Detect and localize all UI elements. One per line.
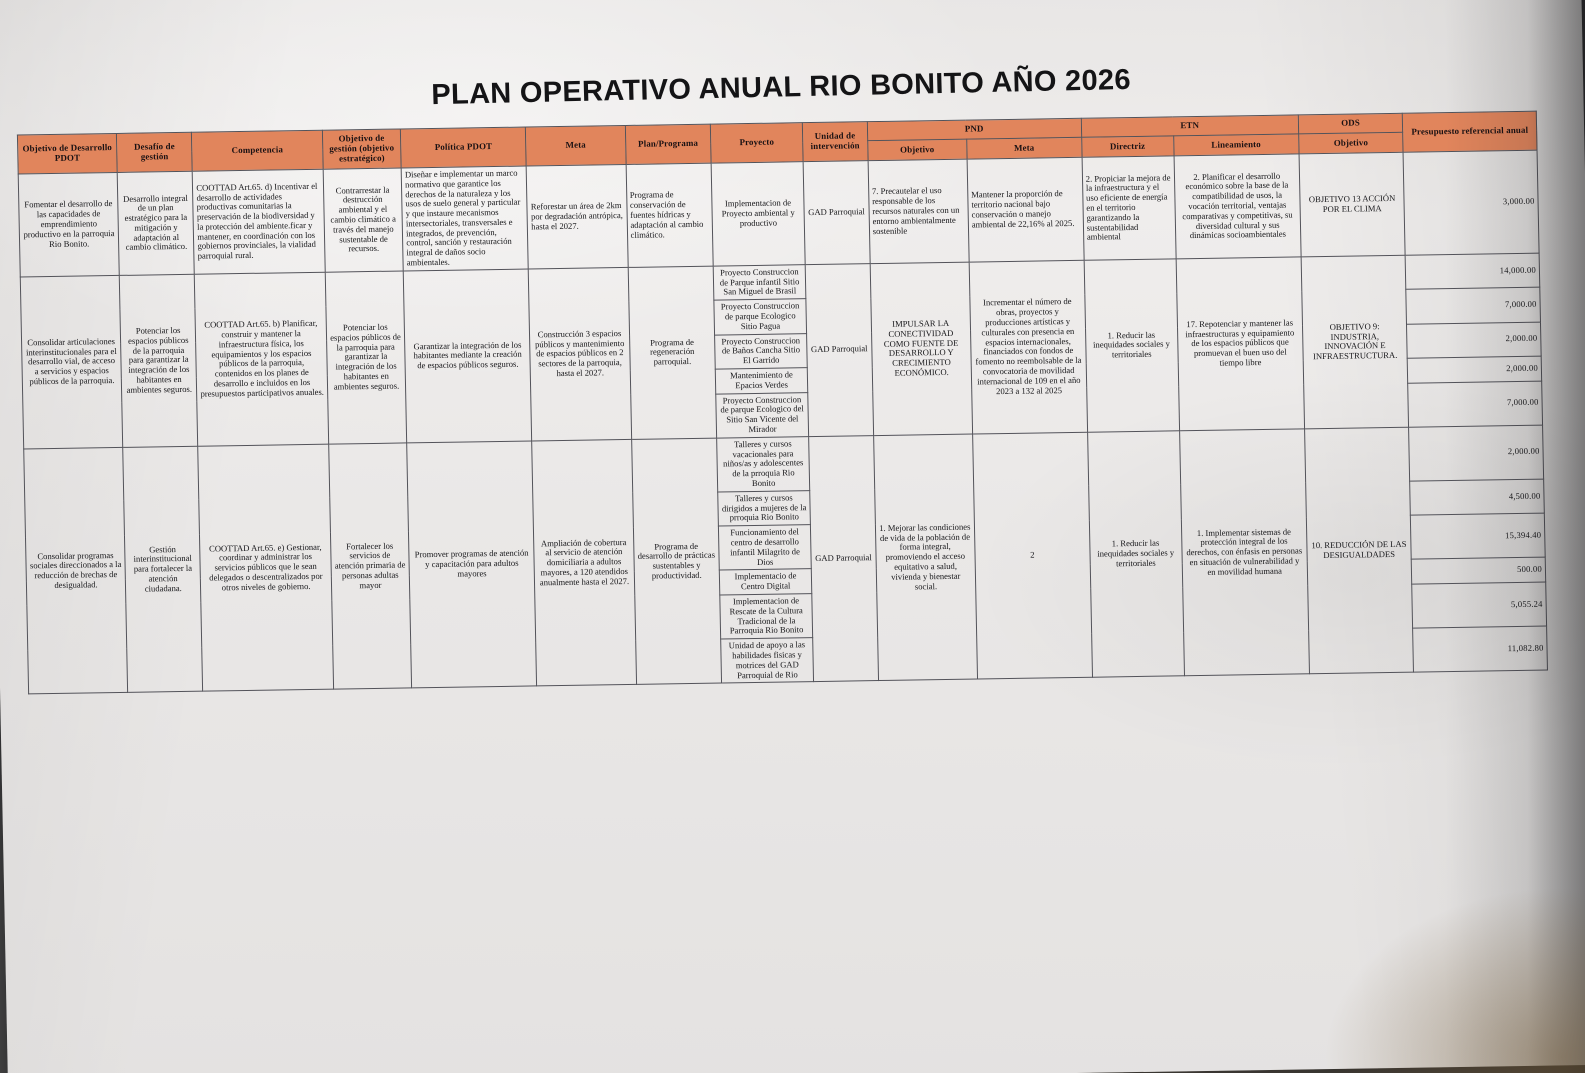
col-objetivo-gestion: Objetivo de gestión (objetivo estratégic…: [322, 129, 402, 170]
cell-meta: Ampliación de cobertura al servicio de a…: [532, 439, 637, 687]
cell-presupuesto: 3,000.00: [1403, 150, 1540, 256]
cell-proyecto: Implementacion de Proyecto ambiental y p…: [711, 161, 806, 266]
col-plan-programa: Plan/Programa: [624, 124, 712, 165]
cell-presupuesto: 2,000.00: [1408, 424, 1544, 482]
cell-presupuesto: 500.00: [1411, 557, 1546, 585]
cell-proyecto: Funcionamiento del centro de desarrollo …: [718, 524, 812, 571]
cell-objetivo-gestion: Contrarrestar la destrucción ambiental y…: [322, 167, 404, 273]
cell-plan-programa: Programa de conservación de fuentes hídr…: [625, 163, 714, 268]
cell-pnd-objetivo: 1. Mejorar las condiciones de vida de la…: [873, 433, 978, 681]
cell-politica-pdot: Garantizar la integración de los habitan…: [403, 268, 533, 443]
cell-desafio-gestion: Gestión interinstitucional para fortalec…: [122, 446, 203, 693]
cell-proyecto: Implementacion de Rescate de la Cultura …: [719, 593, 813, 640]
cell-pnd-meta: 2: [972, 432, 1093, 680]
cell-objetivo-desarrollo-pdot: Consolidar articulaciones interinstituci…: [20, 275, 123, 449]
cell-politica-pdot: Promover programas de atención y capacit…: [406, 440, 537, 689]
cell-etn-lineamiento: 2. Planificar el desarrollo económico so…: [1173, 153, 1301, 259]
cell-presupuesto: 7,000.00: [1406, 287, 1541, 324]
cell-unidad-intervencion: GAD Parroquial: [808, 435, 879, 682]
cell-etn-directriz: 2. Propiciar la mejora de la infraestruc…: [1081, 155, 1176, 261]
cell-etn-lineamiento: 1. Implementar sistemas de protección in…: [1179, 428, 1310, 677]
cell-etn-directriz: 1. Reducir las inequidades sociales y te…: [1087, 430, 1185, 678]
col-objetivo-desarrollo-pdot: Objetivo de Desarrollo PDOT: [17, 133, 118, 174]
cell-proyecto: Talleres y cursos dirigidos a mujeres de…: [717, 490, 811, 527]
cell-meta: Construcción 3 espacios públicos y mante…: [528, 267, 632, 441]
cell-ods-objetivo: 10. REDUCCIÓN DE LAS DESIGUALDADES: [1304, 427, 1414, 675]
table-body: Fomentar el desarrollo de las capacidade…: [18, 150, 1548, 695]
cell-unidad-intervencion: GAD Parroquial: [805, 263, 874, 437]
cell-ods-objetivo: OBJETIVO 9: INDUSTRIA, INNOVACIÓN E INFR…: [1300, 255, 1409, 429]
col-competencia: Competencia: [191, 130, 323, 172]
cell-objetivo-desarrollo-pdot: Fomentar el desarrollo de las capacidade…: [18, 172, 120, 277]
document-content: PLAN OPERATIVO ANUAL RIO BONITO AÑO 2026…: [14, 0, 1558, 695]
cell-proyecto: Talleres y cursos vacacionales para niño…: [716, 436, 810, 492]
cell-presupuesto: 15,394.40: [1410, 513, 1546, 560]
cell-proyecto: Proyecto Construccion de parque Ecologic…: [714, 298, 807, 335]
cell-proyecto: Proyecto Construccion de Parque infantil…: [713, 264, 806, 301]
cell-politica-pdot: Diseñar e implementar un marco normativo…: [401, 165, 529, 271]
cell-presupuesto: 2,000.00: [1406, 321, 1542, 359]
cell-ods-objetivo: OBJETIVO 13 ACCIÓN POR EL CLIMA: [1298, 152, 1406, 257]
cell-etn-lineamiento: 17. Repotenciar y mantener las infraestr…: [1175, 256, 1305, 431]
cell-presupuesto: 14,000.00: [1405, 253, 1540, 290]
col-meta: Meta: [525, 125, 626, 166]
cell-desafio-gestion: Desarrollo integral de un plan estratégi…: [117, 171, 195, 276]
cell-pnd-meta: Incrementar el número de obras, proyecto…: [969, 260, 1088, 434]
cell-proyecto: Proyecto Construccion de Baños Cancha Si…: [714, 333, 808, 370]
cell-proyecto: Proyecto Construccion de parque Ecologic…: [715, 392, 809, 438]
cell-presupuesto: 5,055.24: [1411, 582, 1547, 629]
col-etn-directriz: Directriz: [1081, 136, 1174, 158]
cell-pnd-meta: Mantener la proporción de territorio nac…: [966, 157, 1084, 262]
col-pnd-meta: Meta: [966, 137, 1082, 160]
cell-presupuesto: 4,500.00: [1409, 478, 1545, 516]
cell-presupuesto: 7,000.00: [1407, 380, 1543, 428]
group-header-ods: ODS: [1298, 113, 1403, 135]
cell-presupuesto: 11,082.80: [1412, 626, 1548, 673]
cell-unidad-intervencion: GAD Parroquial: [803, 160, 870, 265]
cell-plan-programa: Programa de regeneración parroquial.: [627, 265, 717, 440]
cell-pnd-objetivo: IMPULSAR LA CONECTIVIDAD COMO FUENTE DE …: [869, 261, 973, 436]
col-desafio-gestion: Desafío de gestión: [116, 132, 193, 173]
poa-table: Objetivo de Desarrollo PDOT Desafío de g…: [17, 111, 1548, 695]
cell-presupuesto: 2,000.00: [1407, 356, 1542, 383]
cell-objetivo-desarrollo-pdot: Consolidar programas sociales direcciona…: [23, 447, 128, 695]
col-presupuesto: Presupuesto referencial anual: [1402, 111, 1538, 153]
col-politica-pdot: Política PDOT: [400, 127, 527, 168]
cell-objetivo-gestion: Fortalecer los servicios de atención pri…: [328, 442, 412, 690]
cell-objetivo-gestion: Potenciar los espacios públicos de la pa…: [325, 270, 407, 445]
col-proyecto: Proyecto: [710, 122, 804, 164]
cell-pnd-objetivo: 7. Precautelar el uso responsable de los…: [867, 159, 970, 264]
col-ods-objetivo: Objetivo: [1298, 132, 1404, 154]
cell-proyecto: Unidad de apoyo a las habilidades fisica…: [720, 637, 814, 684]
cell-plan-programa: Programa de desarrollo de prácticas sust…: [631, 437, 722, 685]
page-title: PLAN OPERATIVO ANUAL RIO BONITO AÑO 2026: [431, 63, 1132, 112]
cell-etn-directriz: 1. Reducir las inequidades sociales y te…: [1083, 258, 1180, 433]
col-etn-lineamiento: Lineamiento: [1173, 134, 1299, 156]
cell-competencia: COOTTAD Art.65. b) Planificar, construir…: [194, 272, 329, 447]
cell-competencia: COOTTAD Art.65. e) Gestionar, coordinar …: [198, 444, 334, 692]
col-unidad-intervencion: Unidad de intervención: [802, 121, 868, 162]
cell-proyecto: Mantenimiento de Epacios Verdes: [715, 367, 808, 394]
col-pnd-objetivo: Objetivo: [867, 139, 967, 161]
cell-desafio-gestion: Potenciar los espacios públicos de la pa…: [119, 274, 199, 448]
cell-competencia: COOTTAD Art.65. d) Incentivar el desarro…: [192, 169, 326, 275]
cell-proyecto: Implementacio de Centro Digital: [719, 568, 812, 596]
cell-meta: Reforestar un área de 2km por degradació…: [526, 164, 628, 269]
